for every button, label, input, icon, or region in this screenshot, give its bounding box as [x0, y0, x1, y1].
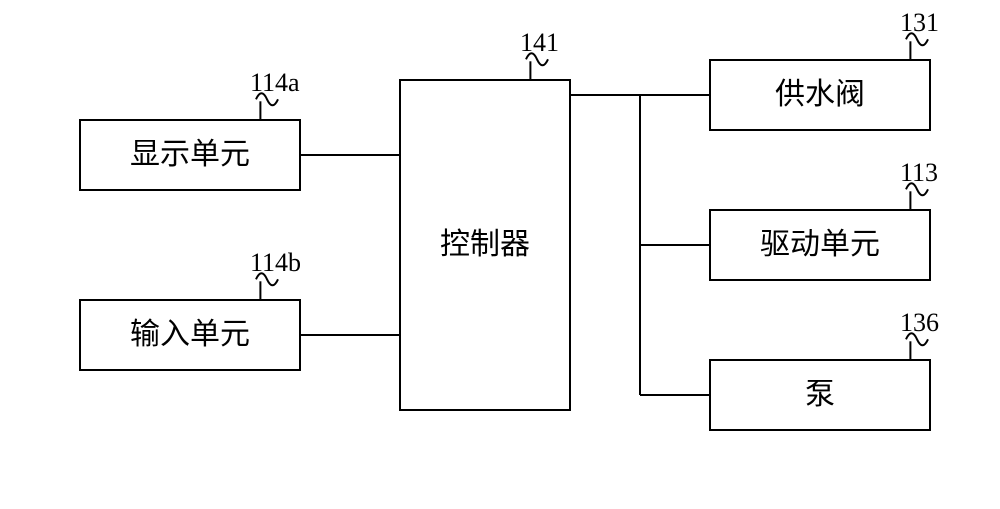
block-input: 输入单元 114b	[80, 248, 301, 370]
block-display: 显示单元 114a	[80, 68, 300, 190]
refnum-pump: 136	[900, 308, 939, 337]
refnum-input: 114b	[250, 248, 301, 277]
block-drive: 驱动单元 113	[710, 158, 938, 280]
block-drive-label: 驱动单元	[760, 228, 880, 261]
refnum-display: 114a	[250, 68, 300, 97]
refnum-valve: 131	[900, 8, 939, 37]
block-input-label: 输入单元	[130, 318, 250, 351]
block-controller-label: 控制器	[440, 228, 530, 261]
block-diagram: 显示单元 114a 输入单元 114b 控制器 141 供水阀 131 驱动单元 113 泵 136	[0, 0, 1000, 509]
refnum-controller: 141	[520, 28, 559, 57]
block-valve-label: 供水阀	[775, 78, 865, 111]
block-pump-label: 泵	[805, 378, 835, 411]
block-display-label: 显示单元	[130, 138, 250, 171]
refnum-drive: 113	[900, 158, 938, 187]
block-controller: 控制器 141	[400, 28, 570, 410]
block-pump: 泵 136	[710, 308, 939, 430]
block-valve: 供水阀 131	[710, 8, 939, 130]
